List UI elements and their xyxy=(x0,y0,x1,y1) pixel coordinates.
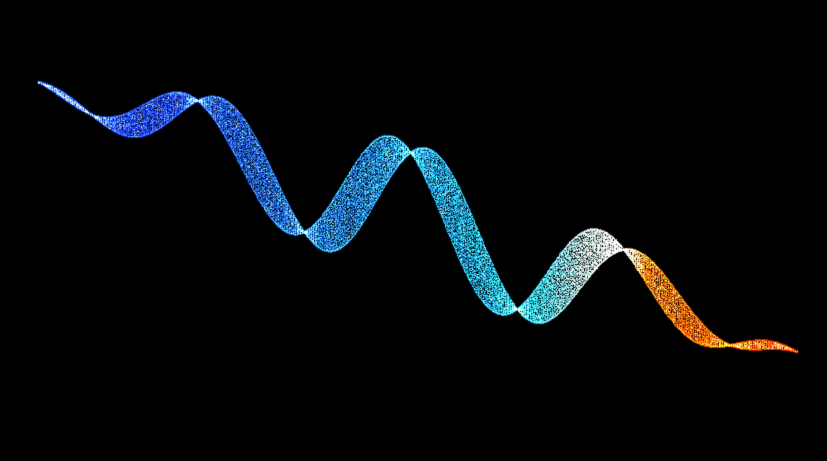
sine-ribbon-plot: Sine Ribbon Surface Plot Wireframe ribbo… xyxy=(0,0,827,461)
ribbon-surface-canvas xyxy=(0,0,827,461)
